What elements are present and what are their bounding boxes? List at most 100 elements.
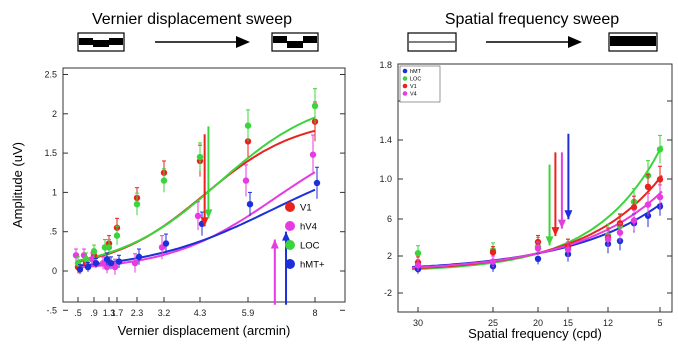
legend-label-V1: V1 — [410, 84, 417, 90]
data-point-hMTplus — [135, 253, 143, 261]
stimulus-bar — [287, 41, 303, 48]
legend-marker-hMTplus — [285, 259, 295, 269]
y-tick-label: 0 — [52, 266, 57, 276]
x-tick-label: 8 — [312, 308, 317, 318]
data-point-LOC — [105, 244, 113, 251]
data-point-V4 — [656, 193, 664, 201]
right-chart-title: Spatial frequency sweep — [445, 11, 619, 28]
legend-label-LOC: LOC — [410, 77, 421, 83]
legend-marker-hMT — [402, 68, 408, 74]
vernier-stimulus-icons — [77, 32, 319, 52]
threshold-arrow-V4-head — [557, 219, 566, 229]
data-point-V1 — [489, 249, 497, 256]
threshold-arrow-V1-head — [551, 227, 560, 237]
y-tick-label: 2 — [52, 109, 57, 119]
x-tick-label: 20 — [533, 318, 543, 328]
x-axis-label: Vernier displacement (arcmin) — [118, 323, 291, 338]
y-tick-label: .5 — [49, 227, 57, 237]
plot-frame — [62, 67, 346, 303]
y-tick-label: 1.5 — [44, 148, 57, 158]
y-tick-label: 2.5 — [44, 70, 57, 80]
sweep-arrow-head — [568, 36, 582, 48]
sweep-arrow-head — [236, 36, 250, 48]
stimulus-bar — [79, 38, 93, 45]
data-point-LOC — [311, 102, 319, 110]
x-tick-label: 4.3 — [194, 308, 207, 318]
data-point-LOC — [133, 200, 141, 208]
x-tick-label: 12 — [603, 318, 613, 328]
data-point-V1 — [644, 183, 652, 191]
data-point-LOC — [160, 177, 168, 184]
x-tick-label: 5 — [657, 318, 662, 328]
data-point-LOC — [414, 249, 422, 257]
data-point-V1 — [656, 176, 664, 183]
legend-label-hV4: hV4 — [300, 222, 317, 233]
data-point-V4 — [564, 246, 572, 253]
x-tick-label: 15 — [563, 318, 573, 328]
fit-curve-LOC — [77, 116, 316, 262]
data-point-hMTplus — [246, 200, 254, 208]
y-tick-label: 1.8 — [379, 60, 392, 70]
legend-label-V1: V1 — [300, 203, 312, 214]
legend-marker-V1 — [402, 83, 408, 89]
stimulus-bar — [93, 40, 109, 47]
data-point-hV4 — [103, 263, 111, 271]
data-point-V4 — [630, 217, 638, 224]
data-point-hMTplus — [115, 258, 123, 265]
legend-left: V1 hV4 LOC hMT+ — [285, 202, 325, 271]
legend-marker-V4 — [402, 91, 408, 96]
data-point-hV4 — [131, 259, 139, 267]
y-tick-label: -2 — [384, 288, 392, 298]
x-tick-label: 2.3 — [131, 308, 144, 318]
data-point-hV4 — [194, 212, 202, 220]
legend-marker-V1 — [285, 202, 295, 212]
x-tick-label: 1.3 — [103, 308, 116, 318]
y-tick-label: 1.4 — [379, 135, 392, 145]
threshold-arrow-hMT-head — [564, 210, 573, 220]
x-tick-label: .5 — [74, 308, 82, 318]
data-point-hV4 — [242, 177, 250, 184]
data-point-LOC — [82, 256, 90, 263]
x-tick-label: 5.9 — [242, 308, 255, 318]
legend-label-LOC: LOC — [300, 241, 320, 252]
data-point-hMTplus — [76, 266, 84, 273]
x-axis-label: Spatial frequency (cpd) — [468, 326, 602, 341]
data-point-hMTplus — [84, 263, 92, 271]
data-point-hMTplus — [103, 256, 111, 263]
data-point-hV4 — [158, 244, 166, 251]
data-point-hMTplus — [162, 240, 170, 247]
x-tick-label: 30 — [413, 318, 423, 328]
data-point-LOC — [196, 153, 204, 161]
stimulus-bar — [109, 38, 123, 45]
data-point-hV4 — [309, 151, 317, 158]
data-point-hMTplus — [313, 179, 321, 187]
y-tick-label: 1 — [52, 187, 57, 197]
legend-label-hMT: hMT — [410, 69, 422, 75]
y-axis-label: Amplitude (uV) — [10, 142, 25, 228]
y-tick-label: -.5 — [46, 305, 57, 315]
data-point-LOC — [113, 232, 121, 239]
data-point-LOC — [656, 146, 664, 153]
threshold-arrow-hV4-head — [270, 239, 279, 249]
x-tick-label: 1.7 — [111, 308, 124, 318]
left-chart-title: Vernier displacement sweep — [92, 11, 292, 28]
data-point-V4 — [489, 258, 497, 265]
legend-label-V4: V4 — [410, 92, 417, 98]
legend-marker-LOC — [402, 76, 408, 81]
stimulus-grating-fill — [610, 36, 656, 46]
y-tick-label: 2 — [387, 251, 392, 261]
threshold-arrow-LOC-head — [204, 209, 213, 219]
threshold-arrow-hMTplus-head — [282, 231, 291, 241]
data-point-hMT — [534, 255, 542, 263]
data-point-V1 — [630, 204, 638, 211]
x-tick-label: 3.2 — [158, 308, 171, 318]
data-point-hMTplus — [107, 259, 115, 267]
data-point-hV4 — [111, 263, 119, 271]
data-point-V4 — [534, 245, 542, 252]
data-point-V4 — [644, 201, 652, 208]
data-point-V4 — [604, 235, 612, 243]
data-point-hMTplus — [92, 259, 100, 267]
sf-stimulus-icons — [407, 32, 658, 52]
